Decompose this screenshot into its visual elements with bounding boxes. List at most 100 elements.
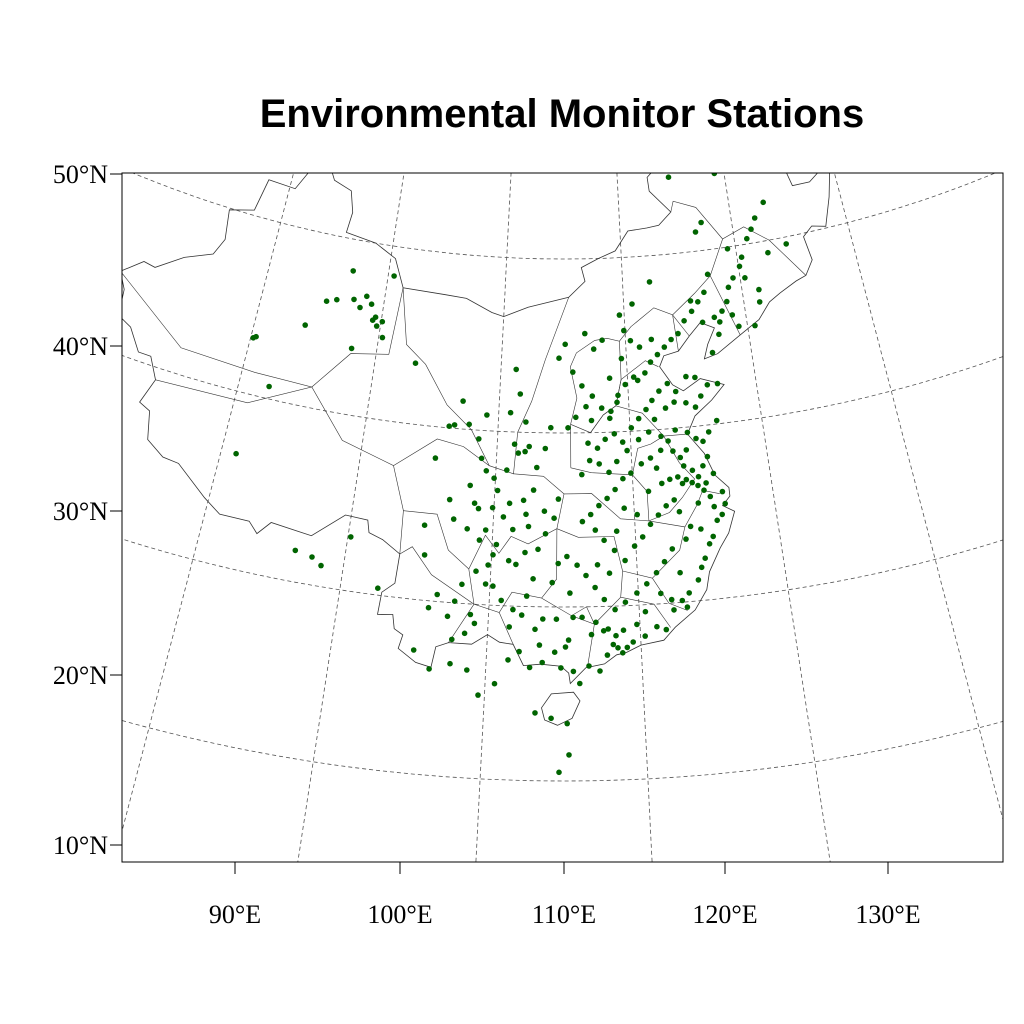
station-point bbox=[510, 526, 516, 533]
station-point bbox=[613, 528, 620, 534]
station-point bbox=[594, 445, 601, 452]
y-tick-label: 20°N bbox=[52, 661, 108, 690]
station-point bbox=[476, 436, 482, 442]
station-point bbox=[523, 511, 529, 518]
station-point bbox=[421, 552, 428, 558]
station-point bbox=[661, 558, 668, 565]
station-point bbox=[334, 296, 340, 303]
station-point bbox=[534, 464, 540, 471]
station-point bbox=[491, 680, 498, 687]
station-point bbox=[600, 628, 607, 634]
station-point bbox=[549, 579, 555, 586]
station-point bbox=[675, 474, 681, 480]
station-point bbox=[582, 330, 588, 337]
station-point bbox=[612, 486, 618, 493]
station-point bbox=[668, 596, 675, 603]
station-point bbox=[505, 657, 511, 663]
station-point bbox=[491, 475, 497, 482]
station-point bbox=[579, 614, 585, 621]
station-point bbox=[375, 585, 381, 591]
station-point bbox=[688, 308, 695, 315]
station-point bbox=[725, 284, 732, 291]
station-point bbox=[724, 246, 731, 252]
station-point bbox=[570, 668, 577, 675]
station-point bbox=[684, 604, 691, 610]
station-point bbox=[756, 286, 762, 293]
station-point bbox=[679, 480, 686, 487]
station-point bbox=[692, 374, 698, 381]
station-point bbox=[671, 399, 677, 405]
station-point bbox=[692, 229, 699, 235]
station-point bbox=[412, 360, 419, 367]
station-point bbox=[614, 399, 620, 406]
province-boundary bbox=[619, 307, 679, 352]
station-point bbox=[622, 381, 628, 388]
station-point bbox=[425, 604, 432, 611]
station-point bbox=[464, 667, 470, 673]
station-point bbox=[647, 521, 654, 528]
station-point bbox=[610, 641, 617, 648]
station-point bbox=[564, 553, 570, 560]
station-point bbox=[736, 323, 742, 330]
station-point bbox=[635, 436, 642, 443]
province-boundary bbox=[393, 438, 490, 466]
station-point bbox=[620, 627, 627, 633]
station-point bbox=[266, 383, 272, 390]
station-point bbox=[722, 500, 728, 507]
station-point bbox=[592, 584, 598, 591]
station-point bbox=[446, 496, 453, 503]
station-point bbox=[648, 336, 655, 343]
station-point bbox=[606, 375, 613, 382]
station-point bbox=[614, 458, 620, 465]
station-point bbox=[683, 447, 690, 453]
station-point bbox=[695, 577, 702, 583]
station-point bbox=[510, 606, 516, 613]
station-point bbox=[668, 336, 674, 343]
station-point bbox=[679, 597, 686, 604]
station-point bbox=[620, 650, 626, 656]
station-point bbox=[606, 570, 613, 576]
station-point bbox=[598, 405, 605, 411]
station-point bbox=[505, 557, 512, 564]
station-point bbox=[555, 496, 562, 502]
station-point bbox=[748, 226, 754, 232]
station-point bbox=[681, 318, 687, 324]
station-point bbox=[654, 623, 660, 630]
station-point bbox=[466, 421, 473, 428]
station-point bbox=[526, 443, 532, 450]
station-point bbox=[656, 388, 662, 394]
station-point bbox=[253, 333, 259, 340]
station-point bbox=[663, 626, 670, 633]
station-point bbox=[654, 351, 661, 358]
station-point bbox=[621, 327, 627, 334]
station-point bbox=[744, 235, 750, 242]
station-point bbox=[579, 518, 586, 525]
longitude-line bbox=[723, 173, 831, 862]
station-point bbox=[671, 607, 677, 613]
station-point bbox=[599, 337, 605, 344]
station-point bbox=[695, 299, 701, 305]
station-point bbox=[594, 562, 601, 568]
station-point bbox=[647, 359, 654, 365]
latitude-line bbox=[122, 355, 1003, 434]
station-point bbox=[351, 296, 357, 303]
station-point bbox=[724, 298, 730, 305]
station-point bbox=[628, 470, 634, 476]
station-point bbox=[318, 562, 324, 569]
station-point bbox=[730, 275, 736, 281]
station-point bbox=[655, 512, 662, 518]
station-point bbox=[680, 463, 687, 469]
station-point bbox=[677, 454, 684, 461]
province-boundary bbox=[468, 528, 558, 613]
station-point bbox=[475, 692, 481, 698]
longitude-line bbox=[122, 173, 295, 833]
station-point bbox=[642, 633, 648, 639]
station-point bbox=[507, 409, 514, 416]
station-point bbox=[702, 555, 708, 561]
province-boundary bbox=[670, 200, 723, 240]
station-point bbox=[444, 613, 451, 620]
station-point bbox=[686, 590, 692, 596]
station-point bbox=[613, 632, 619, 639]
station-point bbox=[672, 427, 678, 433]
